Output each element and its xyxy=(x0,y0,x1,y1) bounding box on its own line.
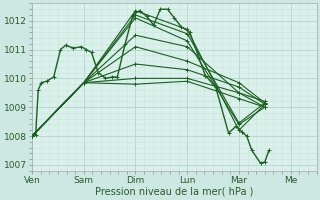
X-axis label: Pression niveau de la mer( hPa ): Pression niveau de la mer( hPa ) xyxy=(95,187,253,197)
